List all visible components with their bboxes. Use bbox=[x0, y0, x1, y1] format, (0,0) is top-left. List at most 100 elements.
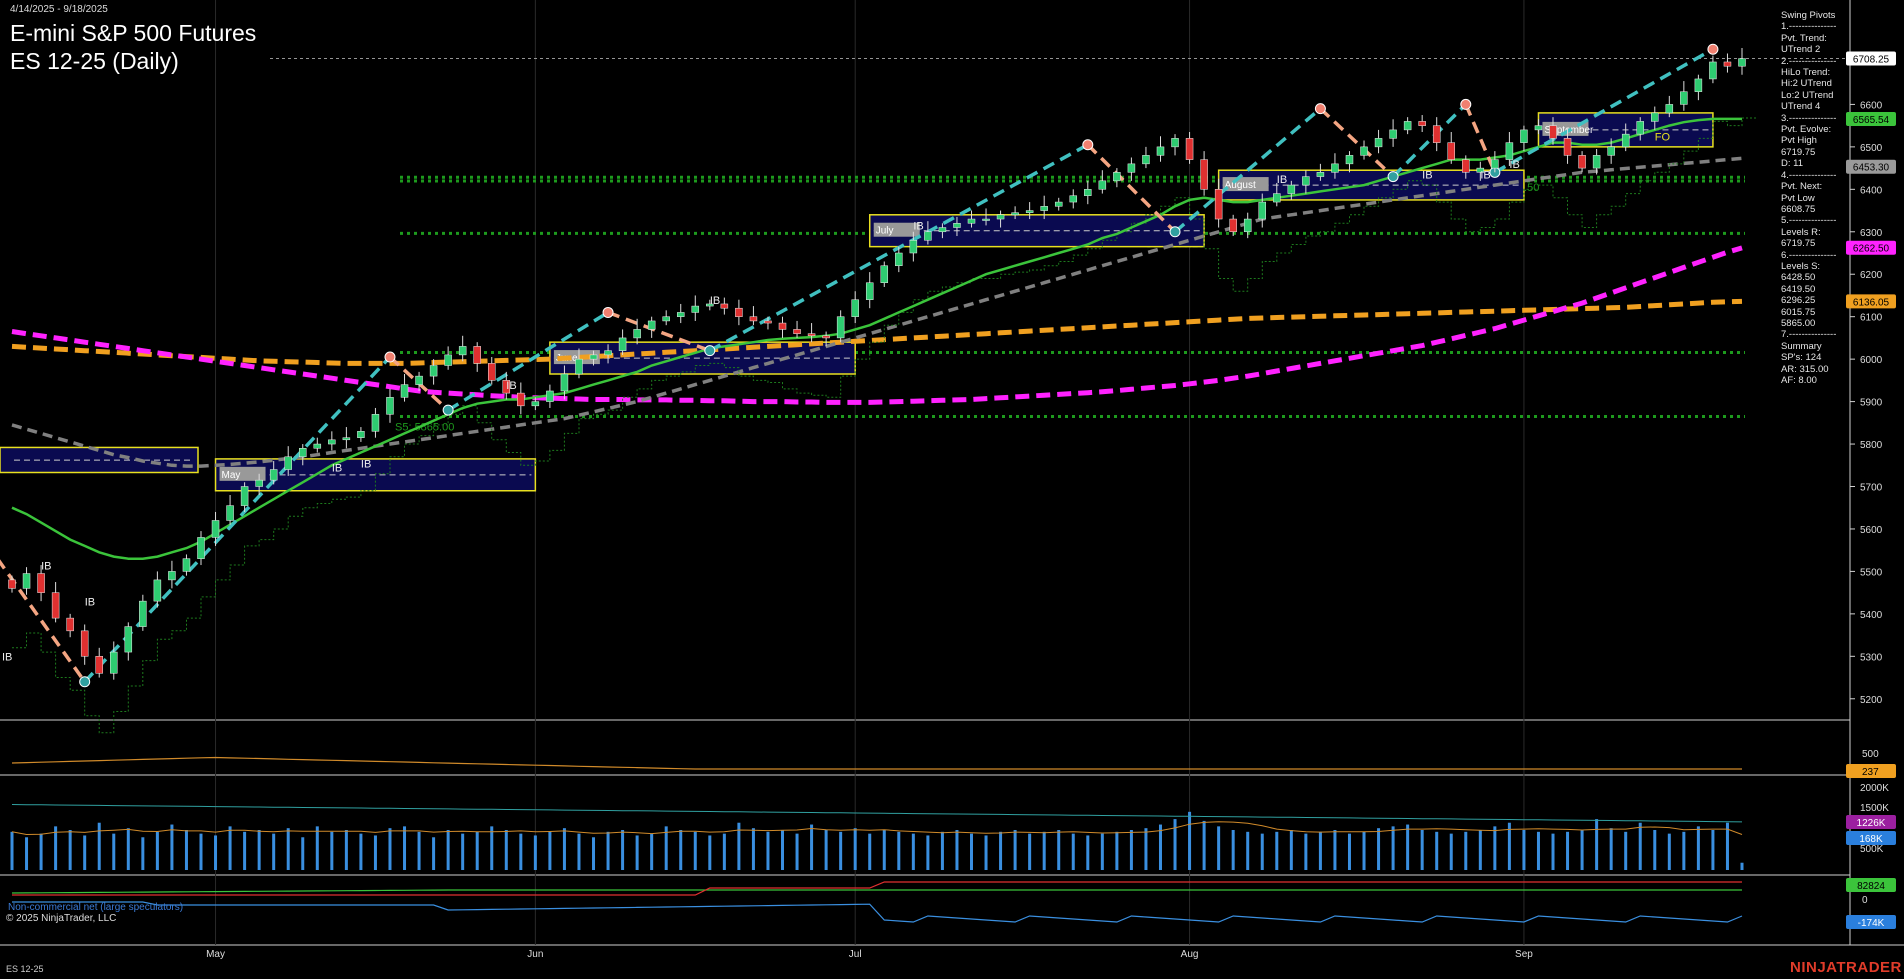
candle-up bbox=[895, 252, 903, 266]
sidebar-line: 6419.50 bbox=[1781, 283, 1816, 295]
sidebar-line: 3.--------------- bbox=[1781, 112, 1837, 124]
volume-bar bbox=[272, 833, 276, 870]
chart-title: E-mini S&P 500 Futures bbox=[10, 20, 257, 46]
candle-down bbox=[822, 335, 830, 339]
volume-bar bbox=[1129, 830, 1133, 870]
swing-high-marker bbox=[602, 306, 614, 318]
volume-bar bbox=[1231, 830, 1235, 870]
atr-badge bbox=[1846, 764, 1896, 778]
volume-bar bbox=[1624, 831, 1628, 870]
candle-up bbox=[1302, 176, 1310, 186]
cot-red-line bbox=[12, 881, 1742, 896]
pivot-ib-label: IB bbox=[361, 458, 371, 470]
volume-bar bbox=[606, 831, 610, 870]
magenta-moving-average bbox=[11, 245, 1743, 405]
volume-bar bbox=[1566, 831, 1570, 870]
candle-up bbox=[415, 375, 423, 385]
x-tick-label: Aug bbox=[1181, 949, 1199, 960]
candle-up bbox=[284, 456, 292, 470]
sidebar-line: Summary bbox=[1781, 340, 1822, 352]
volume-bar bbox=[475, 831, 479, 870]
candle-down bbox=[778, 322, 787, 330]
candle-down bbox=[502, 380, 511, 394]
volume-bar bbox=[737, 822, 741, 870]
pivot-ib-label: IB bbox=[1509, 159, 1519, 171]
candle-down bbox=[95, 656, 103, 674]
swing-up-line bbox=[1173, 107, 1322, 234]
volume-bar bbox=[882, 830, 886, 870]
volume-bar bbox=[388, 828, 392, 870]
volume-bar bbox=[1638, 822, 1642, 870]
price-badge-value: 6708.25 bbox=[1853, 54, 1890, 65]
candle-up bbox=[691, 305, 700, 313]
candle-down bbox=[487, 363, 496, 381]
volume-bar bbox=[315, 826, 319, 870]
candle-down bbox=[1214, 189, 1223, 220]
candle-up bbox=[996, 214, 1005, 220]
pivot-ib-label: IB bbox=[1277, 174, 1287, 186]
y-tick-label: 6300 bbox=[1860, 228, 1883, 239]
candle-up bbox=[1607, 146, 1615, 156]
atr-badge-value: 237 bbox=[1862, 767, 1879, 778]
cot-badge bbox=[1846, 915, 1896, 929]
volume-bar bbox=[68, 830, 72, 870]
price-badge bbox=[1846, 159, 1896, 174]
swing-up-line bbox=[1493, 47, 1714, 174]
volume-bar bbox=[432, 837, 436, 870]
candle-up bbox=[1360, 146, 1368, 156]
candle-up bbox=[575, 358, 583, 375]
cot-tick-label: 0 bbox=[1862, 895, 1868, 906]
trailing-stop-line bbox=[12, 117, 1757, 734]
candle-up bbox=[953, 223, 961, 228]
orange-moving-average bbox=[11, 298, 1743, 366]
volume-bar bbox=[1304, 833, 1308, 870]
candle-down bbox=[8, 579, 16, 589]
volume-bar bbox=[1435, 831, 1439, 870]
y-tick-label: 6500 bbox=[1860, 143, 1883, 154]
candle-up bbox=[1287, 184, 1296, 194]
cot-panel-label: Non-commercial net (large speculators) bbox=[8, 902, 184, 913]
volume-bar bbox=[810, 824, 814, 870]
swing-high-marker bbox=[1082, 139, 1094, 151]
candle-up bbox=[676, 312, 685, 317]
pivot-ib-label: IB bbox=[332, 463, 342, 475]
x-tick-label: May bbox=[206, 949, 225, 960]
candle-up bbox=[1171, 138, 1179, 148]
candle-up bbox=[924, 231, 932, 241]
month-box-label: July bbox=[876, 226, 894, 237]
volume-bar bbox=[1406, 824, 1410, 870]
volume-bar bbox=[592, 837, 596, 870]
volume-badge bbox=[1846, 815, 1896, 829]
candle-up bbox=[1651, 112, 1659, 122]
candle-up bbox=[328, 439, 336, 445]
sidebar-line: UTrend 4 bbox=[1781, 101, 1821, 113]
volume-bar bbox=[708, 835, 712, 870]
candle-up bbox=[1054, 201, 1063, 207]
candle-up bbox=[357, 431, 365, 438]
volume-bar bbox=[1507, 822, 1511, 870]
candle-down bbox=[517, 392, 525, 407]
candle-up bbox=[1621, 133, 1630, 148]
candle-up bbox=[153, 579, 162, 602]
candle-up bbox=[1069, 195, 1078, 203]
candle-down bbox=[1549, 125, 1557, 139]
month-box-label: August bbox=[1225, 180, 1256, 191]
volume-bar bbox=[664, 826, 668, 870]
sidebar-line: Swing Pivots bbox=[1781, 10, 1836, 21]
candle-up bbox=[255, 479, 263, 487]
volume-long-average-line bbox=[11, 804, 1743, 823]
candle-up bbox=[386, 397, 394, 415]
sidebar-line: 5.--------------- bbox=[1781, 215, 1837, 227]
volume-bar bbox=[10, 831, 14, 870]
price-badge-value: 6136.05 bbox=[1853, 297, 1890, 308]
candle-up bbox=[938, 227, 947, 233]
candle-up bbox=[1084, 189, 1092, 196]
volume-bar bbox=[286, 828, 290, 870]
volume-bar bbox=[1725, 822, 1729, 870]
candle-down bbox=[66, 617, 74, 632]
volume-bar bbox=[461, 833, 465, 870]
sidebar-line: 6015.75 bbox=[1781, 306, 1816, 318]
candle-up bbox=[371, 414, 380, 432]
swing-low-marker bbox=[704, 345, 716, 357]
candle-up bbox=[1520, 129, 1528, 143]
